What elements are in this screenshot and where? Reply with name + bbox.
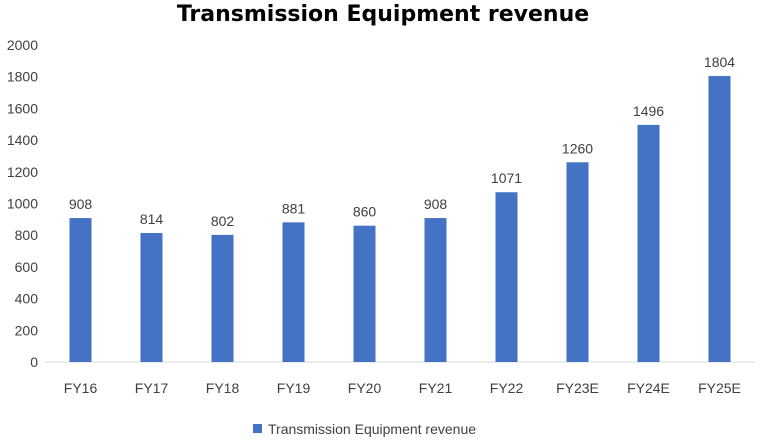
data-label: 802 [211,213,235,229]
bar [566,162,589,362]
bar [353,225,376,362]
bar [424,218,447,362]
y-tick-label: 1800 [7,69,38,85]
data-label: 1496 [633,103,664,119]
x-tick-label: FY25E [698,380,741,396]
bar [708,76,731,362]
y-tick-label: 1600 [7,100,38,116]
x-tick-label: FY19 [277,380,311,396]
y-tick-label: 800 [15,227,39,243]
legend-label: Transmission Equipment revenue [268,421,476,437]
bar [637,124,660,362]
y-axis: 0 200 400 600 800 1000 1200 1400 1600 1800 2000 [7,37,38,370]
y-tick-label: 1000 [7,196,38,212]
y-tick-label: 600 [15,259,39,275]
bar [69,218,92,362]
legend: Transmission Equipment revenue [253,421,476,437]
legend-swatch [253,424,262,433]
x-tick-label: FY21 [419,380,453,396]
y-tick-label: 0 [30,354,38,370]
data-label: 908 [69,196,93,212]
y-tick-label: 2000 [7,37,38,53]
bar [282,222,305,362]
x-tick-label: FY22 [490,380,524,396]
y-tick-label: 1200 [7,164,38,180]
data-label: 1071 [491,170,522,186]
y-tick-label: 400 [15,291,39,307]
x-tick-label: FY24E [627,380,670,396]
x-tick-label: FY16 [64,380,98,396]
data-label: 1804 [704,54,735,70]
x-axis: FY16 FY17 FY18 FY19 FY20 FY21 FY22 FY23E FY24E FY… [64,380,741,396]
data-label: 814 [140,211,164,227]
bar [140,232,163,362]
data-label: 881 [282,200,306,216]
x-tick-label: FY23E [556,380,599,396]
bar [211,234,234,362]
y-tick-label: 200 [15,322,39,338]
x-tick-label: FY18 [206,380,240,396]
y-tick-label: 1400 [7,132,38,148]
bars-group: 908 814 802 881 860 908 1071 1260 1496 1804 [69,54,735,362]
bar [495,192,518,362]
x-tick-label: FY17 [135,380,169,396]
data-label: 860 [353,204,377,220]
chart-title: Transmission Equipment revenue [177,2,589,27]
x-tick-label: FY20 [348,380,382,396]
data-label: 1260 [562,140,593,156]
data-label: 908 [424,196,448,212]
